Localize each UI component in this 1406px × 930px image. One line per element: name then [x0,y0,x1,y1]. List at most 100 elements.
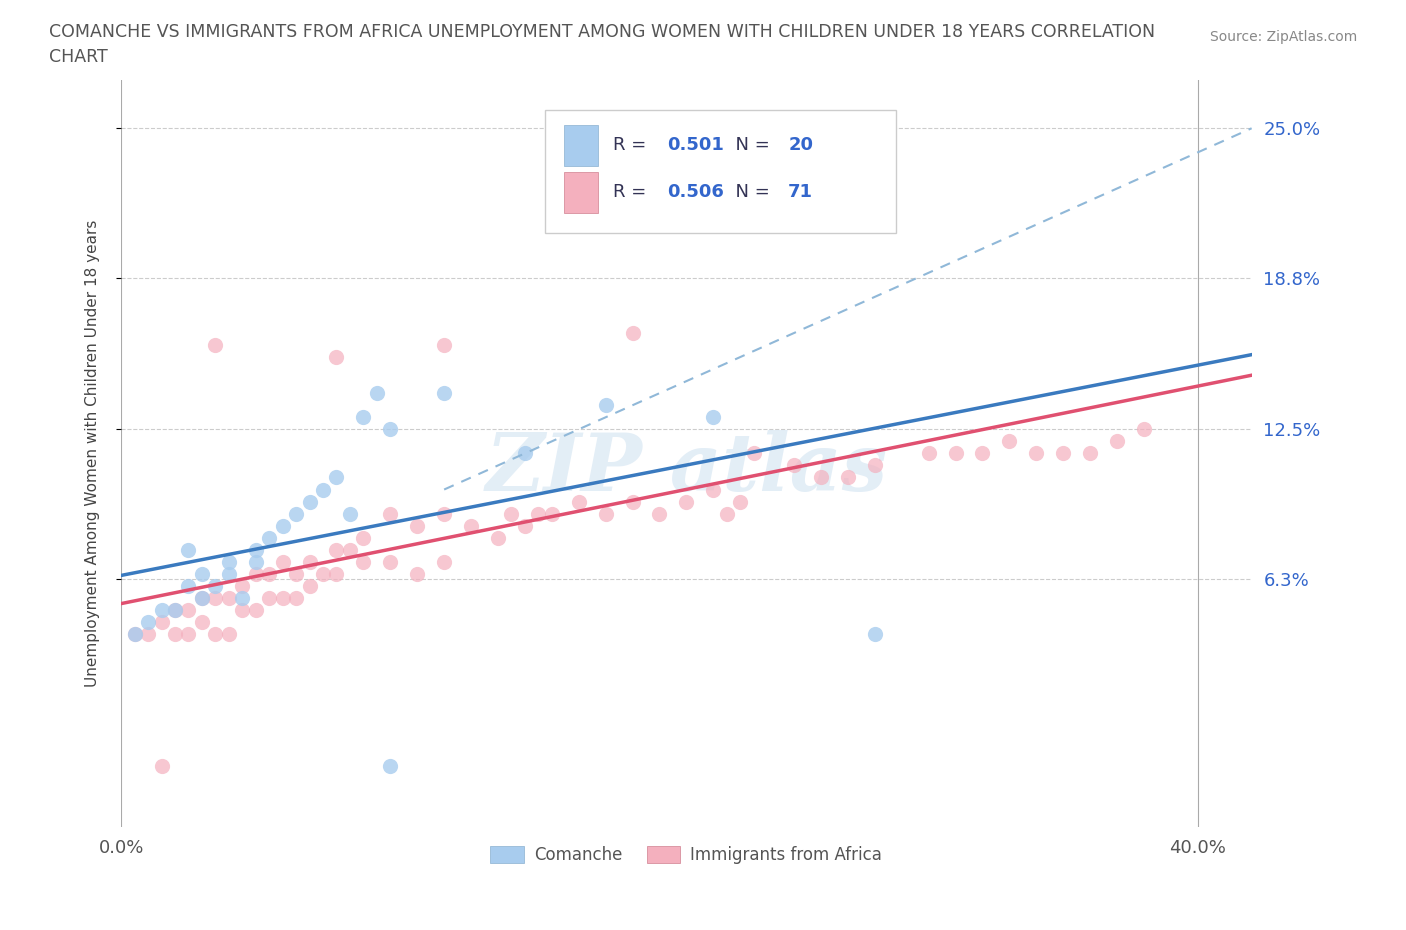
Point [285,591,308,605]
Point [298,578,321,593]
Point [218,591,240,605]
Text: R =: R = [613,137,652,154]
Point [191,615,214,630]
Point [380,554,402,569]
Point [568,494,591,509]
Point [339,506,361,521]
Point [325,470,347,485]
Point [312,482,335,497]
Point [177,578,200,593]
Point [325,566,347,581]
Text: N =: N = [724,137,775,154]
Point [204,578,226,593]
Point [163,603,186,618]
Point [810,470,832,485]
Point [742,446,765,461]
Point [1052,446,1074,461]
Text: R =: R = [613,183,652,202]
Text: ZIP atlas: ZIP atlas [485,430,887,507]
Point [298,554,321,569]
Point [998,434,1021,449]
Point [218,554,240,569]
Point [191,591,214,605]
Y-axis label: Unemployment Among Women with Children Under 18 years: Unemployment Among Women with Children U… [86,219,100,687]
Point [136,627,159,642]
Point [527,506,550,521]
Point [595,398,617,413]
Point [177,627,200,642]
Point [621,326,644,340]
Point [675,494,697,509]
Bar [564,125,598,166]
Point [271,591,294,605]
Point [245,603,267,618]
Point [352,530,374,545]
Point [124,627,146,642]
Point [136,615,159,630]
Point [621,494,644,509]
Point [837,470,859,485]
Point [433,554,456,569]
FancyBboxPatch shape [546,110,896,233]
Point [486,530,509,545]
Point [150,759,173,774]
Point [433,506,456,521]
Point [460,518,482,533]
Point [917,446,939,461]
Point [191,591,214,605]
Point [783,458,806,472]
Point [513,518,536,533]
Point [1105,434,1128,449]
Text: Source: ZipAtlas.com: Source: ZipAtlas.com [1209,30,1357,44]
Point [257,530,280,545]
Point [124,627,146,642]
Point [380,422,402,437]
Text: CHART: CHART [49,48,108,66]
Point [433,338,456,352]
Point [945,446,967,461]
Point [675,206,697,220]
Point [339,542,361,557]
Point [163,603,186,618]
Point [325,350,347,365]
Point [380,506,402,521]
Point [231,591,253,605]
Point [1025,446,1047,461]
Point [285,506,308,521]
Point [245,542,267,557]
Point [501,506,523,521]
Point [204,338,226,352]
Text: 0.506: 0.506 [668,183,724,202]
Point [312,566,335,581]
Point [218,627,240,642]
Text: 71: 71 [789,183,813,202]
Point [352,410,374,425]
Point [702,410,724,425]
Point [540,506,562,521]
Point [716,506,738,521]
Point [648,506,671,521]
Point [150,615,173,630]
Point [352,554,374,569]
Point [285,566,308,581]
Point [177,603,200,618]
Point [177,542,200,557]
Point [325,542,347,557]
Point [191,566,214,581]
Point [433,386,456,401]
Text: N =: N = [724,183,775,202]
Point [513,446,536,461]
Point [204,591,226,605]
Legend: Comanche, Immigrants from Africa: Comanche, Immigrants from Africa [484,839,889,870]
Text: COMANCHE VS IMMIGRANTS FROM AFRICA UNEMPLOYMENT AMONG WOMEN WITH CHILDREN UNDER : COMANCHE VS IMMIGRANTS FROM AFRICA UNEMP… [49,23,1156,41]
Point [257,566,280,581]
Point [218,566,240,581]
Point [245,566,267,581]
Point [406,566,429,581]
Point [972,446,994,461]
Point [204,627,226,642]
Point [1133,422,1156,437]
Point [1078,446,1101,461]
Point [863,458,886,472]
Point [380,759,402,774]
